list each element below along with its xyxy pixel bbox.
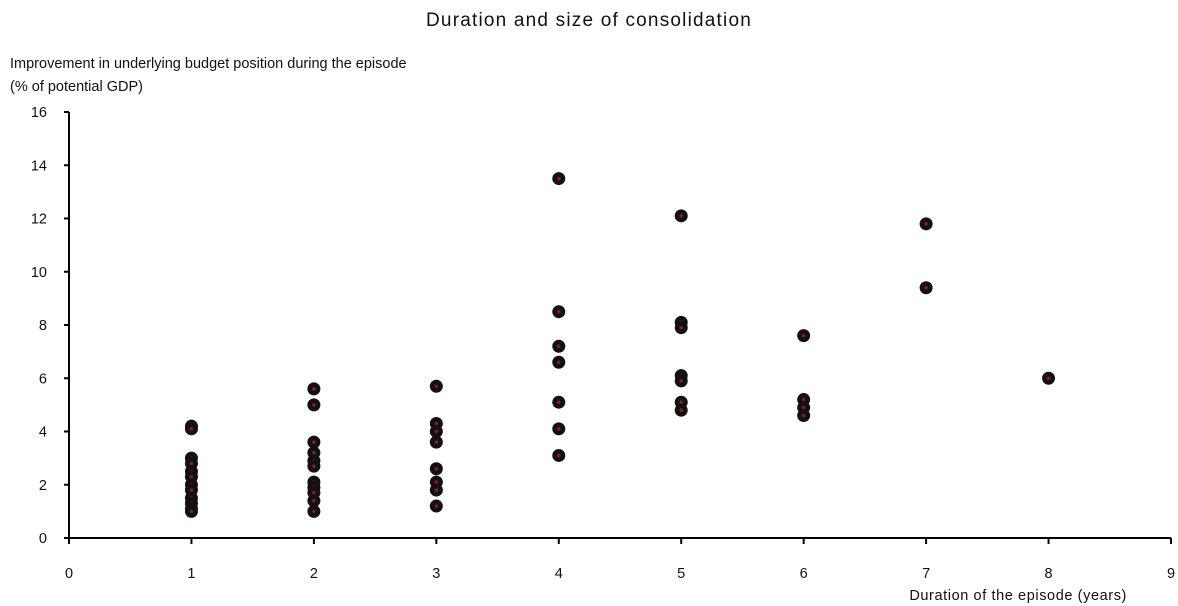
data-point	[552, 305, 566, 319]
data-point-center	[556, 453, 561, 458]
data-point-center	[434, 504, 439, 508]
data-point	[797, 409, 811, 423]
data-point	[674, 209, 688, 223]
data-point	[307, 382, 321, 396]
data-point-center	[556, 176, 561, 181]
data-point	[429, 379, 443, 393]
y-tick-label: 2	[39, 478, 47, 494]
y-axis-label-line-1: Improvement in underlying budget positio…	[10, 56, 407, 72]
data-point-center	[679, 379, 684, 383]
data-point-center	[801, 413, 806, 418]
chart-title: Duration and size of consolidation	[426, 10, 752, 31]
data-point-center	[679, 400, 684, 405]
data-point-center	[556, 360, 561, 365]
x-tick-label: 0	[65, 566, 73, 582]
data-point	[307, 494, 321, 508]
data-point-center	[189, 474, 194, 479]
x-tick-label: 5	[677, 566, 685, 582]
data-point	[674, 403, 688, 417]
data-point	[552, 395, 566, 409]
data-point-center	[312, 403, 316, 407]
data-points	[184, 172, 1056, 518]
data-point-center	[434, 429, 439, 434]
data-point-center	[312, 498, 316, 503]
x-tick-label: 2	[310, 566, 318, 582]
data-point-center	[434, 384, 439, 389]
y-tick-label: 6	[39, 371, 47, 387]
data-point	[674, 374, 688, 388]
x-tick-label: 8	[1045, 566, 1053, 582]
data-point-center	[434, 466, 439, 471]
data-point	[429, 435, 443, 449]
y-tick-label: 4	[39, 425, 47, 441]
data-point	[919, 217, 933, 231]
axes	[68, 112, 1171, 539]
data-point	[552, 172, 566, 186]
data-point	[552, 448, 566, 462]
x-tick-label: 4	[555, 566, 563, 582]
data-point	[307, 504, 321, 518]
data-point	[552, 339, 566, 353]
data-point-center	[556, 427, 561, 431]
data-point-center	[312, 451, 316, 455]
data-point-center	[924, 222, 928, 226]
data-point-center	[556, 344, 561, 349]
data-point-center	[312, 509, 316, 514]
data-point-center	[1046, 376, 1051, 381]
y-tick-label: 0	[39, 531, 47, 547]
data-point	[429, 499, 443, 513]
x-tick-label: 7	[922, 566, 930, 582]
data-point-center	[679, 408, 684, 413]
data-point-center	[434, 480, 439, 484]
x-tick-label: 9	[1167, 566, 1175, 582]
data-point	[429, 425, 443, 438]
y-tick-label: 14	[31, 158, 47, 174]
data-point-center	[801, 405, 806, 410]
data-point	[429, 483, 443, 497]
data-point-center	[312, 387, 316, 391]
data-point-center	[556, 309, 561, 314]
data-point-center	[312, 440, 316, 444]
x-tick-label: 3	[432, 566, 440, 582]
data-point	[429, 462, 443, 476]
y-tick-label: 10	[31, 265, 47, 281]
data-point-center	[189, 488, 194, 492]
data-point	[307, 459, 321, 473]
data-point-center	[434, 488, 439, 492]
data-point-center	[679, 325, 684, 330]
data-point	[1042, 371, 1056, 385]
x-tick-label: 6	[800, 566, 808, 582]
data-point	[552, 355, 566, 369]
data-point	[919, 281, 933, 295]
data-point	[552, 422, 566, 436]
data-point	[307, 435, 321, 449]
data-point-center	[189, 509, 194, 514]
data-point-center	[556, 400, 561, 405]
data-point-center	[924, 285, 928, 290]
data-point	[184, 422, 198, 436]
data-point-center	[312, 490, 316, 495]
x-tick-label: 1	[187, 566, 195, 582]
y-tick-label: 16	[31, 105, 47, 121]
y-tick-label: 8	[39, 318, 47, 334]
y-tick-label: 12	[31, 212, 47, 228]
tick-marks	[64, 111, 1172, 544]
data-point-center	[801, 333, 806, 338]
data-point	[307, 398, 321, 412]
data-point	[184, 504, 198, 518]
data-point	[674, 321, 688, 335]
data-point-center	[312, 464, 316, 468]
data-point-center	[189, 427, 194, 431]
data-point-center	[434, 421, 439, 426]
x-axis-label: Duration of the episode (years)	[909, 588, 1127, 604]
y-axis-label-line-2: (% of potential GDP)	[10, 79, 143, 95]
data-point-center	[189, 461, 194, 466]
data-point-center	[801, 397, 806, 402]
data-point-center	[679, 214, 684, 218]
data-point	[797, 329, 811, 343]
data-point-center	[434, 440, 439, 444]
